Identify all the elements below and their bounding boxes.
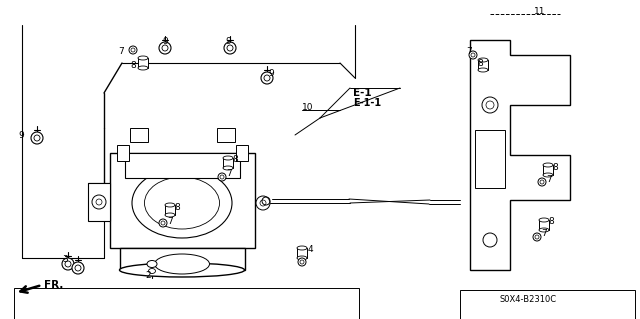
Bar [117, 145, 129, 161]
Text: 8: 8 [232, 155, 237, 165]
Text: 10: 10 [302, 102, 314, 112]
Circle shape [129, 46, 137, 54]
Text: 11: 11 [534, 6, 545, 16]
Bar [539, 220, 549, 230]
Text: 9: 9 [18, 130, 24, 139]
Text: 9: 9 [162, 38, 168, 47]
Ellipse shape [138, 56, 148, 60]
Ellipse shape [223, 156, 233, 160]
Text: 8: 8 [548, 218, 554, 226]
Circle shape [72, 262, 84, 274]
Circle shape [482, 97, 498, 113]
Ellipse shape [297, 256, 307, 260]
Polygon shape [470, 40, 570, 270]
Text: 7: 7 [466, 48, 472, 56]
Ellipse shape [138, 66, 148, 70]
Ellipse shape [539, 218, 549, 222]
Text: FR.: FR. [44, 280, 63, 290]
Ellipse shape [478, 68, 488, 72]
Ellipse shape [154, 254, 209, 274]
Text: 7: 7 [118, 48, 124, 56]
Ellipse shape [543, 173, 553, 177]
Ellipse shape [165, 213, 175, 217]
Text: E-1: E-1 [353, 88, 372, 98]
Text: 4: 4 [308, 246, 314, 255]
Circle shape [96, 199, 102, 205]
Circle shape [62, 258, 74, 270]
Text: S0X4-B2310C: S0X4-B2310C [499, 295, 557, 305]
Bar [217, 128, 235, 142]
Ellipse shape [543, 163, 553, 167]
Text: 7: 7 [226, 169, 232, 179]
Text: 2: 2 [145, 271, 150, 279]
Bar [543, 165, 553, 175]
Text: 7: 7 [541, 229, 547, 239]
Bar [88, 183, 110, 221]
Circle shape [538, 178, 546, 186]
Bar [460, 290, 635, 319]
Circle shape [469, 51, 477, 59]
Text: 9: 9 [225, 38, 231, 47]
Bar [236, 145, 248, 161]
Ellipse shape [132, 168, 232, 238]
Text: 8: 8 [552, 162, 557, 172]
Circle shape [218, 173, 226, 181]
Ellipse shape [120, 263, 244, 277]
Text: 7: 7 [167, 217, 173, 226]
Text: E-1-1: E-1-1 [353, 98, 381, 108]
Bar [165, 205, 175, 215]
Bar [478, 60, 488, 70]
Circle shape [31, 132, 43, 144]
Circle shape [159, 219, 167, 227]
Circle shape [159, 42, 171, 54]
Bar [125, 153, 240, 178]
Circle shape [483, 233, 497, 247]
Text: 8: 8 [174, 203, 180, 211]
Bar [130, 128, 148, 142]
Text: 9: 9 [268, 70, 274, 78]
Ellipse shape [165, 203, 175, 207]
Text: 8: 8 [130, 61, 136, 70]
Circle shape [261, 72, 273, 84]
Text: 7: 7 [546, 174, 552, 183]
Ellipse shape [297, 246, 307, 250]
Ellipse shape [478, 58, 488, 62]
Bar [110, 153, 255, 248]
Ellipse shape [539, 228, 549, 232]
Ellipse shape [223, 166, 233, 170]
Ellipse shape [145, 177, 220, 229]
Circle shape [533, 233, 541, 241]
Bar [223, 158, 233, 168]
Circle shape [298, 258, 306, 266]
Bar [14, 288, 359, 319]
Ellipse shape [148, 269, 156, 273]
Circle shape [92, 195, 106, 209]
Bar [297, 248, 307, 258]
Polygon shape [120, 248, 245, 270]
Text: 3: 3 [62, 256, 68, 264]
Text: 8: 8 [477, 58, 483, 68]
Bar [138, 58, 148, 68]
Circle shape [224, 42, 236, 54]
Circle shape [256, 196, 270, 210]
Ellipse shape [147, 261, 157, 268]
Bar [475, 130, 505, 188]
